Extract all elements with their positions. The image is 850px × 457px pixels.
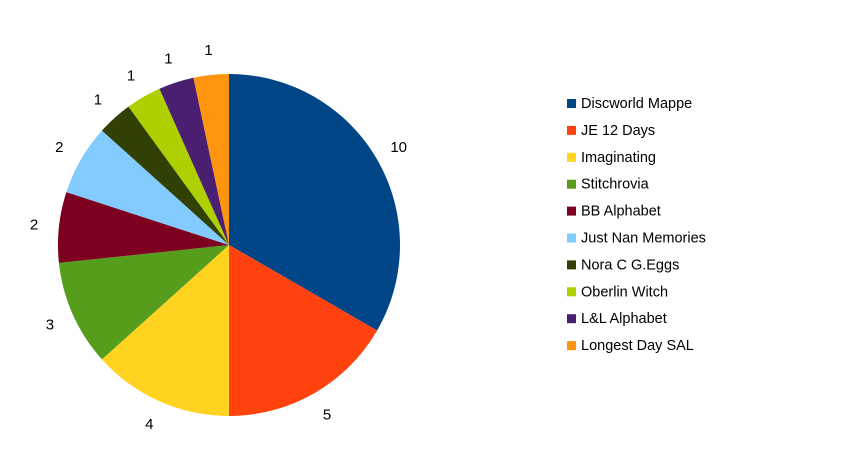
data-label-longest-day-sal: 1 [204,42,212,59]
legend-label-discworld-mappe: Discworld Mappe [581,96,692,112]
legend: Discworld Mappe JE 12 Days Imaginating Stit… [567,96,706,354]
pie-slice-bb-alphabet [58,192,230,263]
legend-label-imaginating: Imaginating [581,150,656,166]
data-label-landl-alphabet: 1 [164,51,172,68]
legend-label-longest-day-sal: Longest Day SAL [581,338,694,354]
legend-swatch-nora-c-g-eggs [567,260,576,270]
legend-swatch-stitchrovia [567,179,576,189]
data-label-imaginating: 4 [145,416,153,433]
data-label-bb-alphabet: 2 [30,217,38,234]
pie-slices [58,74,400,416]
legend-swatch-bb-alphabet [567,206,576,216]
legend-label-oberlin-witch: Oberlin Witch [581,284,668,300]
data-label-discworld-mappe: 10 [390,139,407,156]
pie-slice-landl-alphabet [159,77,229,246]
pie-slice-je-12-days [229,245,378,416]
pie-slice-longest-day-sal [193,74,229,245]
legend-swatch-imaginating [567,152,576,162]
legend-label-landl-alphabet: L&L Alphabet [581,311,667,327]
legend-swatch-oberlin-witch [567,287,576,297]
data-label-je-12-days: 5 [323,407,331,424]
pie-slice-stitchrovia [58,245,229,360]
data-label-stitchrovia: 3 [46,317,54,334]
legend-label-nora-c-g-eggs: Nora C G.Eggs [581,257,679,273]
pie-slice-oberlin-witch [128,88,229,245]
pie-slice-imaginating [101,245,229,416]
data-label-just-nan-memories: 2 [55,139,63,156]
legend-swatch-je-12-days [567,125,576,135]
legend-swatch-discworld-mappe [567,99,576,108]
legend-label-je-12-days: JE 12 Days [581,123,655,139]
data-label-nora-c-g-eggs: 1 [94,91,102,108]
pie-slice-nora-c-g-eggs [101,106,229,245]
legend-label-bb-alphabet: BB Alphabet [581,204,661,220]
pie-slice-just-nan-memories [66,130,230,245]
legend-swatch-just-nan-memories [567,233,576,243]
legend-swatch-longest-day-sal [567,341,576,351]
pie-slice-discworld-mappe [229,74,400,331]
legend-label-just-nan-memories: Just Nan Memories [581,231,706,247]
legend-swatch-landl-alphabet [567,314,576,324]
data-label-oberlin-witch: 1 [127,67,135,84]
legend-label-stitchrovia: Stitchrovia [581,177,650,193]
pie-data-labels: 10 5 4 3 2 2 1 1 1 1 [30,42,407,433]
